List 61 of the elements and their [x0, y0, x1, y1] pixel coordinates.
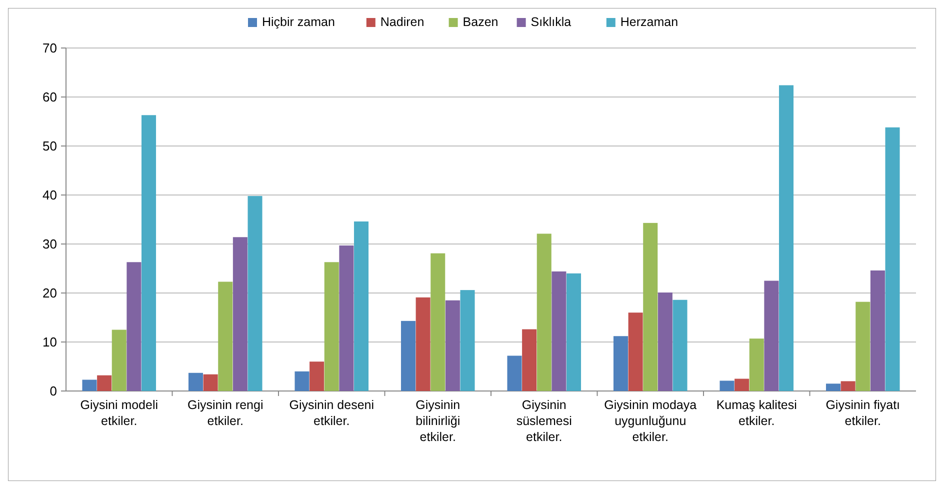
y-tick-label: 20: [42, 286, 57, 301]
bar: [749, 338, 764, 391]
bar: [445, 300, 460, 391]
bar: [826, 384, 841, 391]
bar: [141, 115, 156, 391]
y-tick-label: 50: [42, 138, 57, 154]
bar: [507, 356, 522, 391]
bar: [430, 253, 446, 391]
bar: [856, 302, 870, 391]
legend-label: Nadiren: [380, 15, 424, 29]
x-tick-label: Giysinin modaya uygunluğunu etkiler.: [604, 398, 697, 444]
bar: [339, 245, 354, 391]
bar: [354, 221, 369, 391]
bar: [778, 85, 794, 391]
bar: [536, 234, 552, 391]
y-tick-label: 40: [42, 188, 57, 203]
legend-label: Sıklıkla: [530, 15, 572, 29]
bar: [720, 380, 734, 391]
bar: [870, 270, 885, 391]
bar: [613, 336, 628, 391]
bar: [112, 330, 126, 391]
x-tick-label: Kumaş kalitesi etkiler.: [716, 398, 797, 428]
bar: [248, 196, 262, 391]
bar: [460, 290, 475, 391]
bar: [885, 127, 900, 391]
bar: [672, 300, 688, 391]
bar: [126, 262, 142, 391]
legend-label: Hiçbir zaman: [262, 15, 335, 29]
x-tick-label: Giysini modeli etkiler.: [80, 398, 158, 428]
bar: [840, 381, 856, 391]
bar: [232, 237, 248, 391]
y-tick-label: 70: [42, 40, 57, 56]
y-tick-label: 10: [42, 334, 57, 350]
bar: [82, 380, 97, 391]
x-tick-label: Giysinin rengi etkiler.: [188, 398, 264, 428]
bar: [522, 329, 537, 391]
bar: [416, 297, 430, 391]
bar: [97, 375, 112, 391]
bar: [734, 378, 750, 391]
bar: [764, 280, 779, 391]
bar: [566, 273, 582, 391]
y-tick-label: 30: [42, 236, 57, 252]
bar: [294, 371, 310, 391]
bar: [628, 312, 643, 391]
y-tick-label: 60: [42, 90, 57, 105]
x-tick-label: Giysinin fiyatı etkiler.: [826, 398, 900, 428]
bar: [552, 271, 566, 391]
bar: [643, 222, 658, 391]
legend-label: Herzaman: [620, 15, 678, 29]
x-tick-label: Giysinin bilinirliği etkiler.: [416, 398, 460, 444]
y-tick-label: 0: [50, 384, 57, 399]
legend-label: Bazen: [462, 15, 498, 29]
x-tick-label: Giysinin deseni etkiler.: [289, 398, 374, 428]
x-tick-label: Giysinin süslemesi etkiler.: [516, 398, 572, 444]
bar: [658, 292, 672, 391]
bar: [400, 320, 416, 391]
bar: [188, 372, 204, 391]
bar: [310, 362, 324, 391]
bar: [324, 262, 339, 391]
bar: [203, 374, 218, 391]
bar: [218, 282, 233, 391]
